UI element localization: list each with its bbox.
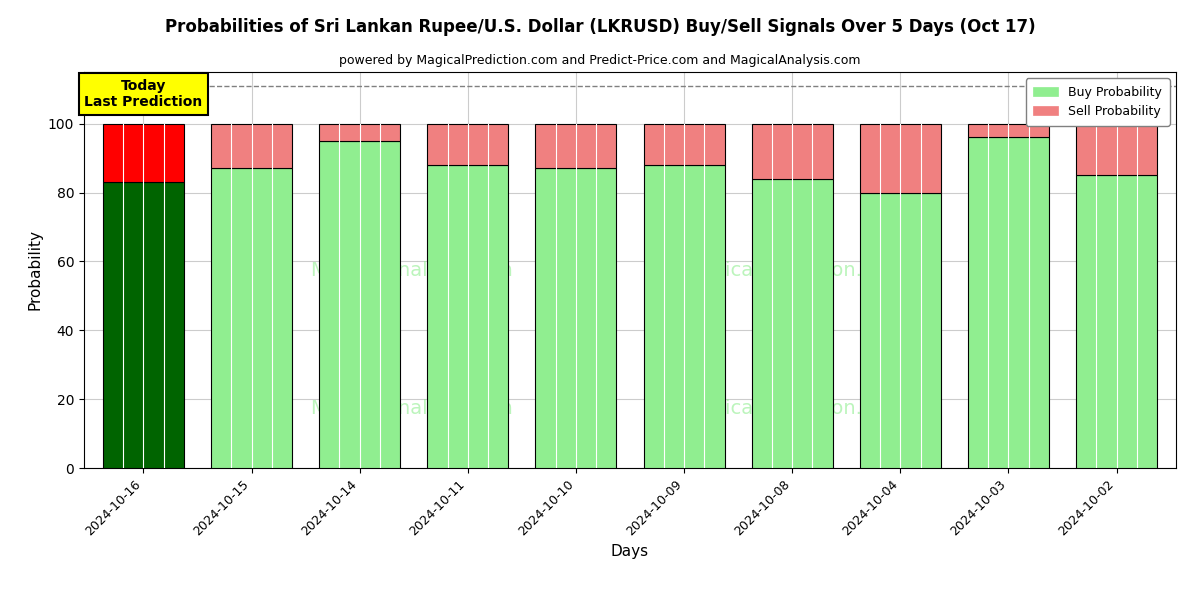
- Bar: [968, 124, 1049, 137]
- Text: Probabilities of Sri Lankan Rupee/U.S. Dollar (LKRUSD) Buy/Sell Signals Over 5 D: Probabilities of Sri Lankan Rupee/U.S. D…: [164, 18, 1036, 36]
- Bar: [859, 193, 941, 468]
- Bar: [319, 124, 401, 141]
- Text: MagicalPrediction.com: MagicalPrediction.com: [684, 399, 904, 418]
- Bar: [427, 165, 509, 468]
- X-axis label: Days: Days: [611, 544, 649, 559]
- Text: powered by MagicalPrediction.com and Predict-Price.com and MagicalAnalysis.com: powered by MagicalPrediction.com and Pre…: [340, 54, 860, 67]
- Bar: [859, 124, 941, 193]
- Text: MagicalPrediction.com: MagicalPrediction.com: [684, 260, 904, 280]
- Bar: [103, 124, 184, 182]
- Legend: Buy Probability, Sell Probability: Buy Probability, Sell Probability: [1026, 78, 1170, 125]
- Bar: [535, 169, 617, 468]
- Bar: [643, 165, 725, 468]
- Bar: [1076, 175, 1157, 468]
- Bar: [643, 124, 725, 165]
- Bar: [103, 182, 184, 468]
- Bar: [427, 124, 509, 165]
- Bar: [211, 169, 292, 468]
- Bar: [751, 124, 833, 179]
- Bar: [968, 137, 1049, 468]
- Bar: [751, 179, 833, 468]
- Bar: [319, 141, 401, 468]
- Text: MagicalAnalysis.com: MagicalAnalysis.com: [311, 260, 512, 280]
- Bar: [1076, 124, 1157, 175]
- Y-axis label: Probability: Probability: [28, 229, 42, 311]
- Text: Today
Last Prediction: Today Last Prediction: [84, 79, 203, 109]
- Bar: [535, 124, 617, 169]
- Text: MagicalAnalysis.com: MagicalAnalysis.com: [311, 399, 512, 418]
- Bar: [211, 124, 292, 169]
